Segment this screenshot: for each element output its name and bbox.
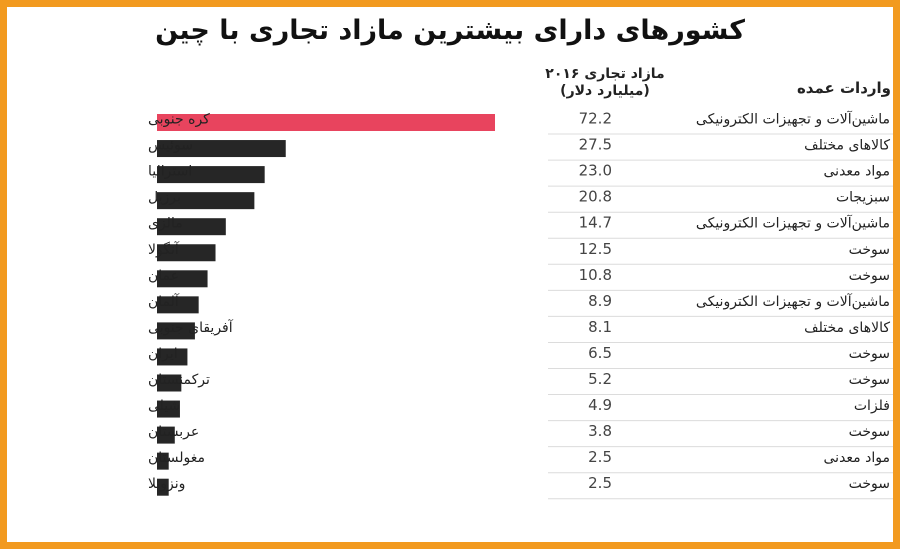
bar bbox=[157, 322, 195, 340]
chart-frame: کشورهای دارای بیشترین مازاد تجاری با چین… bbox=[7, 7, 893, 542]
value-column-header: مازاد تجاری ۲۰۱۶ (میلیارد دلار) bbox=[535, 66, 675, 100]
value-label: 6.5 bbox=[588, 344, 612, 362]
value-label: 27.5 bbox=[579, 136, 612, 154]
bar bbox=[157, 114, 495, 131]
bar bbox=[157, 244, 216, 262]
imports-label: ماشین‌آلات و تجهیزات الکترونیکی bbox=[696, 215, 890, 232]
category-label: مغولستان bbox=[148, 450, 205, 466]
bar bbox=[157, 296, 199, 314]
value-label: 4.9 bbox=[588, 396, 612, 414]
value-label: 14.7 bbox=[579, 214, 612, 232]
bar bbox=[157, 426, 175, 444]
imports-label: مواد معدنی bbox=[824, 164, 890, 180]
value-label: 72.2 bbox=[579, 110, 612, 128]
category-label: آنگولا bbox=[148, 241, 180, 258]
value-header-line1: مازاد تجاری ۲۰۱۶ bbox=[545, 66, 665, 82]
value-label: 2.5 bbox=[588, 448, 612, 466]
imports-label: کالاهای مختلف bbox=[804, 320, 890, 336]
imports-column-header: واردات عمده bbox=[796, 79, 891, 97]
imports-label: سوخت bbox=[849, 372, 890, 388]
value-header-line2: (میلیارد دلار) bbox=[560, 83, 650, 99]
bar bbox=[157, 348, 188, 366]
value-label: 23.0 bbox=[579, 162, 612, 180]
category-label: شیلی bbox=[148, 398, 180, 414]
bar bbox=[157, 400, 180, 418]
value-label: 10.8 bbox=[579, 266, 612, 284]
category-label: برزیل bbox=[148, 190, 181, 206]
category-label: ایران bbox=[148, 346, 178, 362]
category-label: عمان bbox=[148, 268, 179, 284]
imports-label: ماشین‌آلات و تجهیزات الکترونیکی bbox=[696, 293, 890, 310]
category-label: استرالیا bbox=[148, 164, 192, 180]
imports-label: فلزات bbox=[854, 398, 890, 414]
category-label: عربستان bbox=[148, 424, 199, 440]
bar bbox=[157, 166, 265, 184]
category-label: کره جنوبی bbox=[148, 112, 210, 128]
bar bbox=[157, 374, 182, 392]
imports-label: سبزیجات bbox=[836, 190, 890, 206]
bar bbox=[157, 140, 286, 158]
category-label: ونزوئلا bbox=[148, 476, 185, 492]
value-label: 3.8 bbox=[588, 422, 612, 440]
value-label: 5.2 bbox=[588, 370, 612, 388]
imports-label: سوخت bbox=[849, 346, 890, 362]
category-label: ترکمنستان bbox=[148, 372, 210, 388]
bar bbox=[157, 192, 255, 210]
value-label: 8.1 bbox=[588, 318, 612, 336]
category-label: آلمان bbox=[148, 293, 180, 310]
imports-label: مواد معدنی bbox=[824, 450, 890, 466]
chart-title: کشورهای دارای بیشترین مازاد تجاری با چین bbox=[155, 15, 745, 46]
value-label: 8.9 bbox=[588, 292, 612, 310]
imports-label: سوخت bbox=[849, 476, 890, 492]
bar bbox=[157, 452, 169, 470]
bar bbox=[157, 478, 169, 496]
bar bbox=[157, 270, 208, 288]
imports-label: سوخت bbox=[849, 268, 890, 284]
imports-label: سوخت bbox=[849, 424, 890, 440]
category-label: سوئیس bbox=[148, 138, 193, 154]
imports-label: ماشین‌آلات و تجهیزات الکترونیکی bbox=[696, 111, 890, 128]
bar bbox=[157, 218, 226, 236]
category-label: مالزی bbox=[148, 216, 183, 232]
value-label: 2.5 bbox=[588, 474, 612, 492]
imports-label: سوخت bbox=[849, 242, 890, 258]
category-label: آفریقای جنوبی bbox=[148, 319, 234, 336]
value-label: 12.5 bbox=[579, 240, 612, 258]
value-label: 20.8 bbox=[579, 188, 612, 206]
imports-label: کالاهای مختلف bbox=[804, 138, 890, 154]
